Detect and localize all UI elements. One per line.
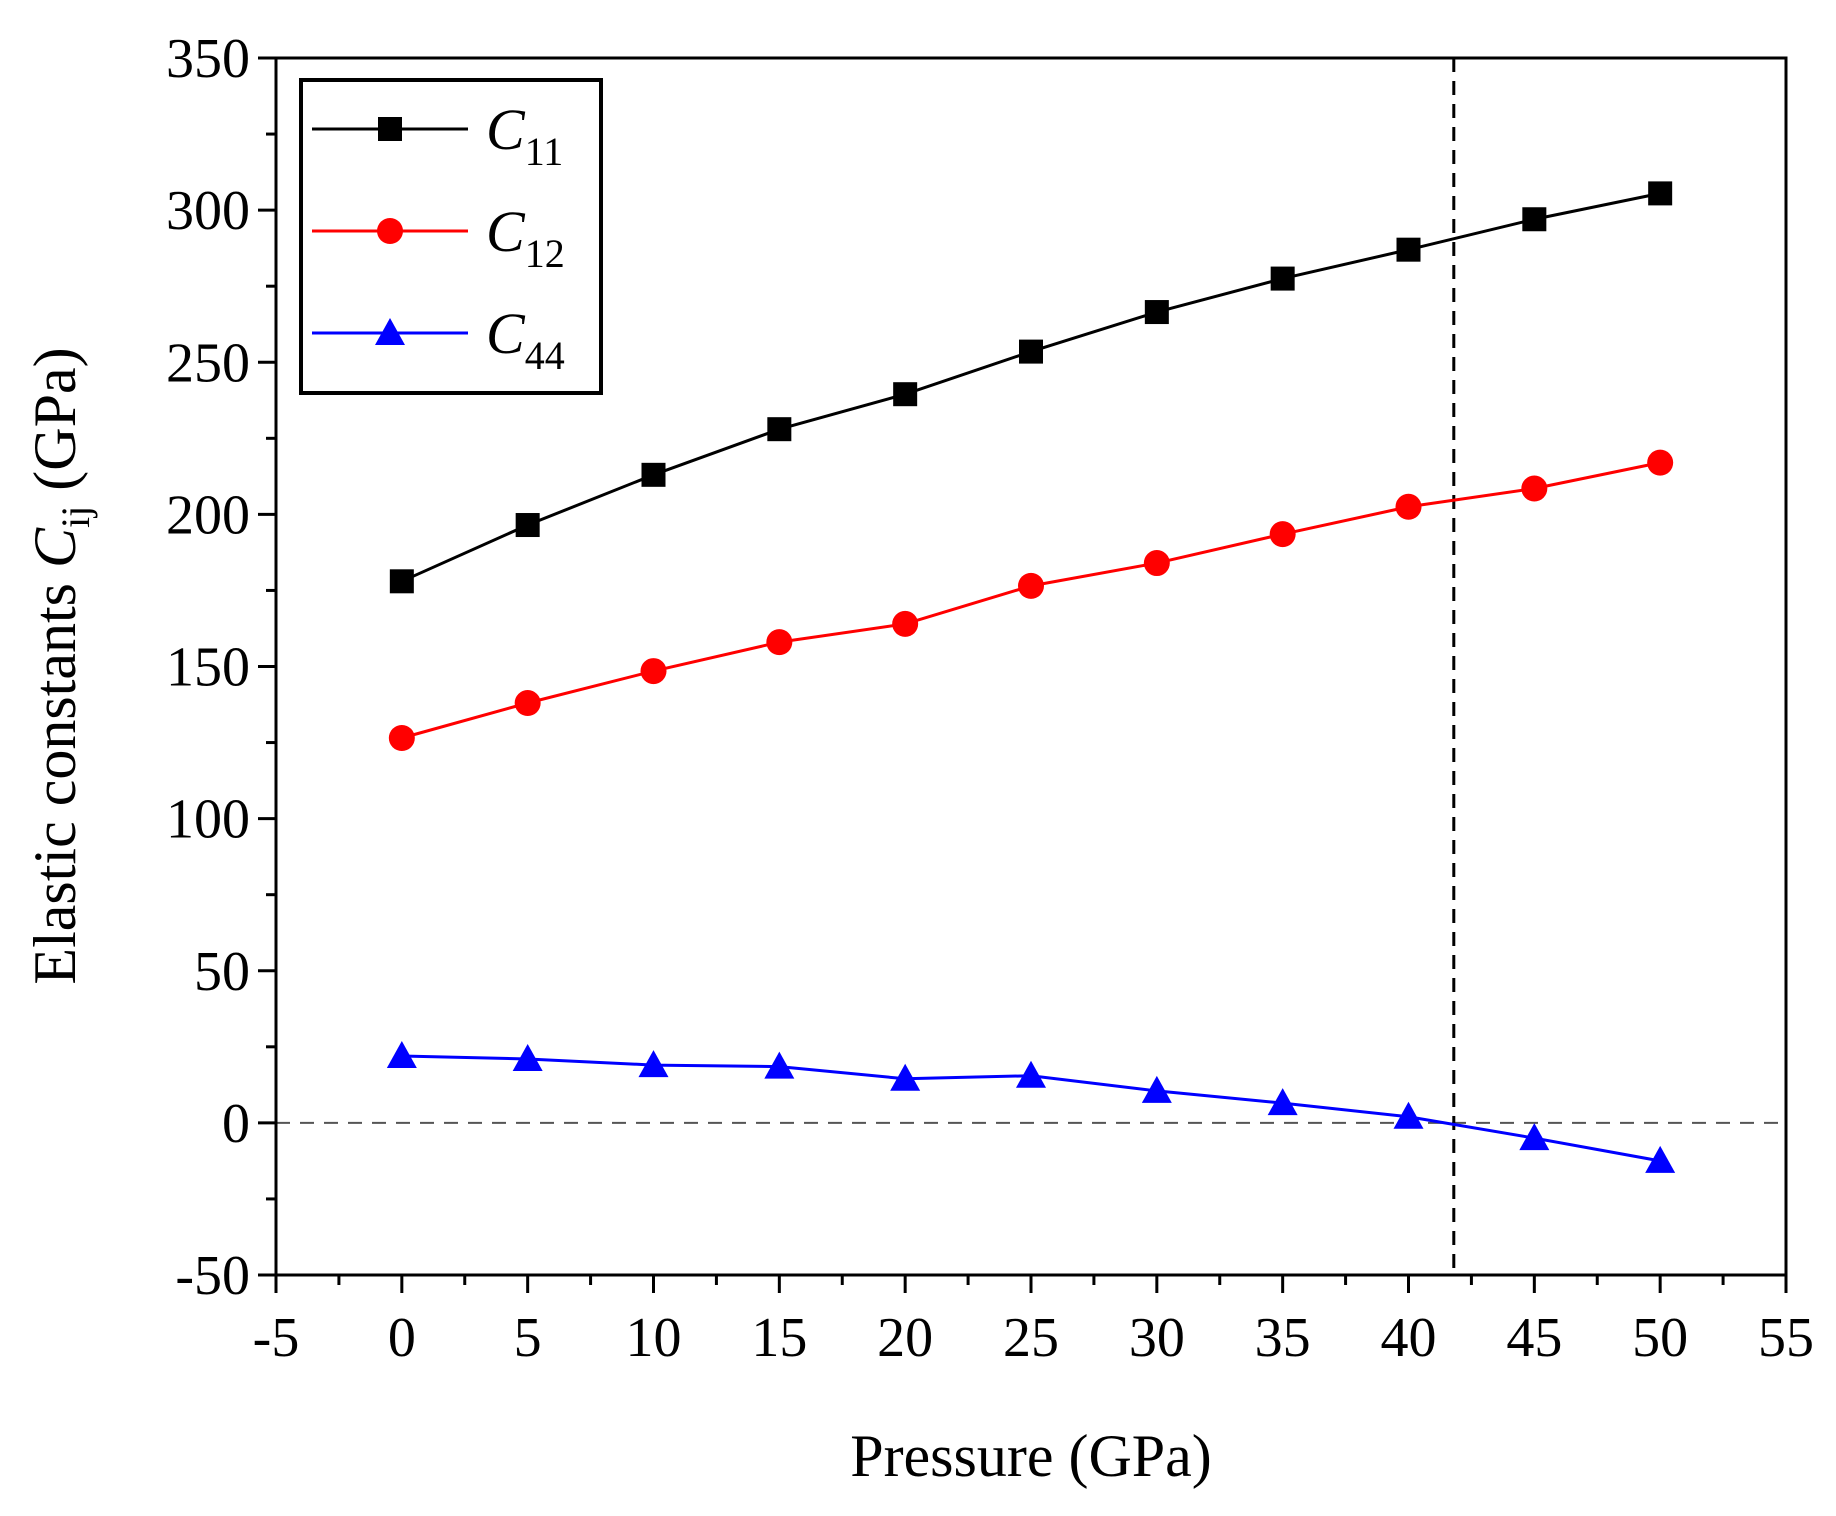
data-point-c12	[1395, 493, 1422, 520]
legend-marker-c44	[375, 318, 405, 345]
series-layer	[386, 181, 1676, 1173]
data-point-c11	[641, 462, 666, 487]
legend-symbol: C	[486, 97, 526, 162]
data-point-c44	[386, 1040, 417, 1068]
y-axis-label-subscript: ij	[53, 506, 98, 528]
data-point-c44	[1393, 1101, 1424, 1129]
data-point-c12	[1647, 449, 1674, 476]
data-point-c12	[1269, 521, 1296, 548]
legend-symbol: C	[486, 199, 526, 264]
legend-marker-c11	[378, 117, 402, 141]
data-point-c11	[1270, 266, 1295, 291]
data-point-c11	[1648, 181, 1673, 206]
data-point-c44	[1267, 1088, 1298, 1116]
legend-label-c11: C11	[486, 97, 563, 174]
x-tick-label: 35	[1255, 1307, 1311, 1369]
y-tick-label: 350	[166, 28, 250, 90]
y-axis-label: Elastic constants Cij (GPa)	[22, 347, 98, 984]
legend-label-c44: C44	[486, 301, 565, 378]
data-point-c44	[512, 1043, 543, 1071]
x-tick-label: 25	[1003, 1307, 1059, 1369]
legend-label-c12: C12	[486, 199, 565, 276]
y-tick-label: 250	[166, 332, 250, 394]
series-c11	[389, 181, 1673, 594]
data-point-c11	[1522, 207, 1547, 232]
x-tick-label: 30	[1129, 1307, 1185, 1369]
axis-ticks	[258, 56, 1788, 1293]
y-tick-label: 200	[166, 484, 250, 546]
x-tick-label: 40	[1381, 1307, 1437, 1369]
legend-box	[299, 78, 603, 395]
data-point-c11	[1019, 339, 1043, 364]
data-point-c12	[892, 610, 919, 637]
data-point-c12	[388, 724, 415, 751]
data-point-c12	[1521, 475, 1548, 502]
y-axis-label-symbol: C	[22, 527, 88, 568]
data-point-c12	[1143, 550, 1170, 577]
data-point-c12	[640, 658, 667, 685]
tick-labels: -5 0 5 10 15 20 25 30 35 40 45 50 55-500501001502002…	[166, 28, 1814, 1369]
x-tick-label: 50	[1632, 1307, 1688, 1369]
data-point-c44	[1519, 1123, 1550, 1151]
x-tick-label: -5	[253, 1307, 300, 1369]
x-tick-label: 0	[388, 1307, 416, 1369]
y-tick-label: 50	[194, 941, 250, 1003]
x-tick-label: 5	[514, 1307, 542, 1369]
series-c12	[388, 449, 1674, 751]
x-tick-label: 15	[751, 1307, 807, 1369]
legend-subscript: 12	[525, 231, 565, 276]
data-point-c12	[766, 629, 793, 656]
legend-subscript: 11	[525, 129, 564, 174]
data-point-c44	[890, 1063, 921, 1091]
data-point-c11	[767, 417, 792, 442]
x-tick-label: 45	[1506, 1307, 1562, 1369]
data-point-c44	[1141, 1075, 1172, 1103]
reference-lines	[276, 58, 1786, 1275]
y-tick-label: -50	[175, 1245, 250, 1307]
data-point-c11	[1396, 237, 1421, 262]
y-tick-label: 100	[166, 789, 250, 851]
x-tick-label: 10	[626, 1307, 682, 1369]
x-tick-label: 20	[877, 1307, 933, 1369]
data-point-c44	[1016, 1060, 1046, 1088]
y-tick-label: 300	[166, 180, 250, 242]
data-point-c11	[893, 382, 918, 407]
data-point-c11	[515, 513, 540, 538]
data-point-c44	[638, 1050, 669, 1078]
data-point-c12	[1018, 572, 1044, 599]
legend-symbol: C	[486, 301, 526, 366]
data-point-c44	[764, 1051, 795, 1079]
data-point-c11	[1144, 300, 1169, 325]
x-tick-label: 55	[1758, 1307, 1814, 1369]
series-c44	[386, 1040, 1676, 1173]
data-point-c11	[389, 569, 414, 594]
legend-subscript: 44	[525, 333, 565, 378]
legend-marker-c12	[377, 218, 403, 244]
y-tick-label: 0	[222, 1093, 250, 1155]
y-axis-label-prefix: Elastic constants	[22, 568, 88, 985]
y-tick-label: 150	[166, 637, 250, 699]
data-point-c12	[514, 690, 541, 717]
y-axis-label-suffix: (GPa)	[22, 347, 88, 505]
x-axis-label: Pressure (GPa)	[850, 1423, 1212, 1489]
data-point-c44	[1645, 1145, 1676, 1173]
